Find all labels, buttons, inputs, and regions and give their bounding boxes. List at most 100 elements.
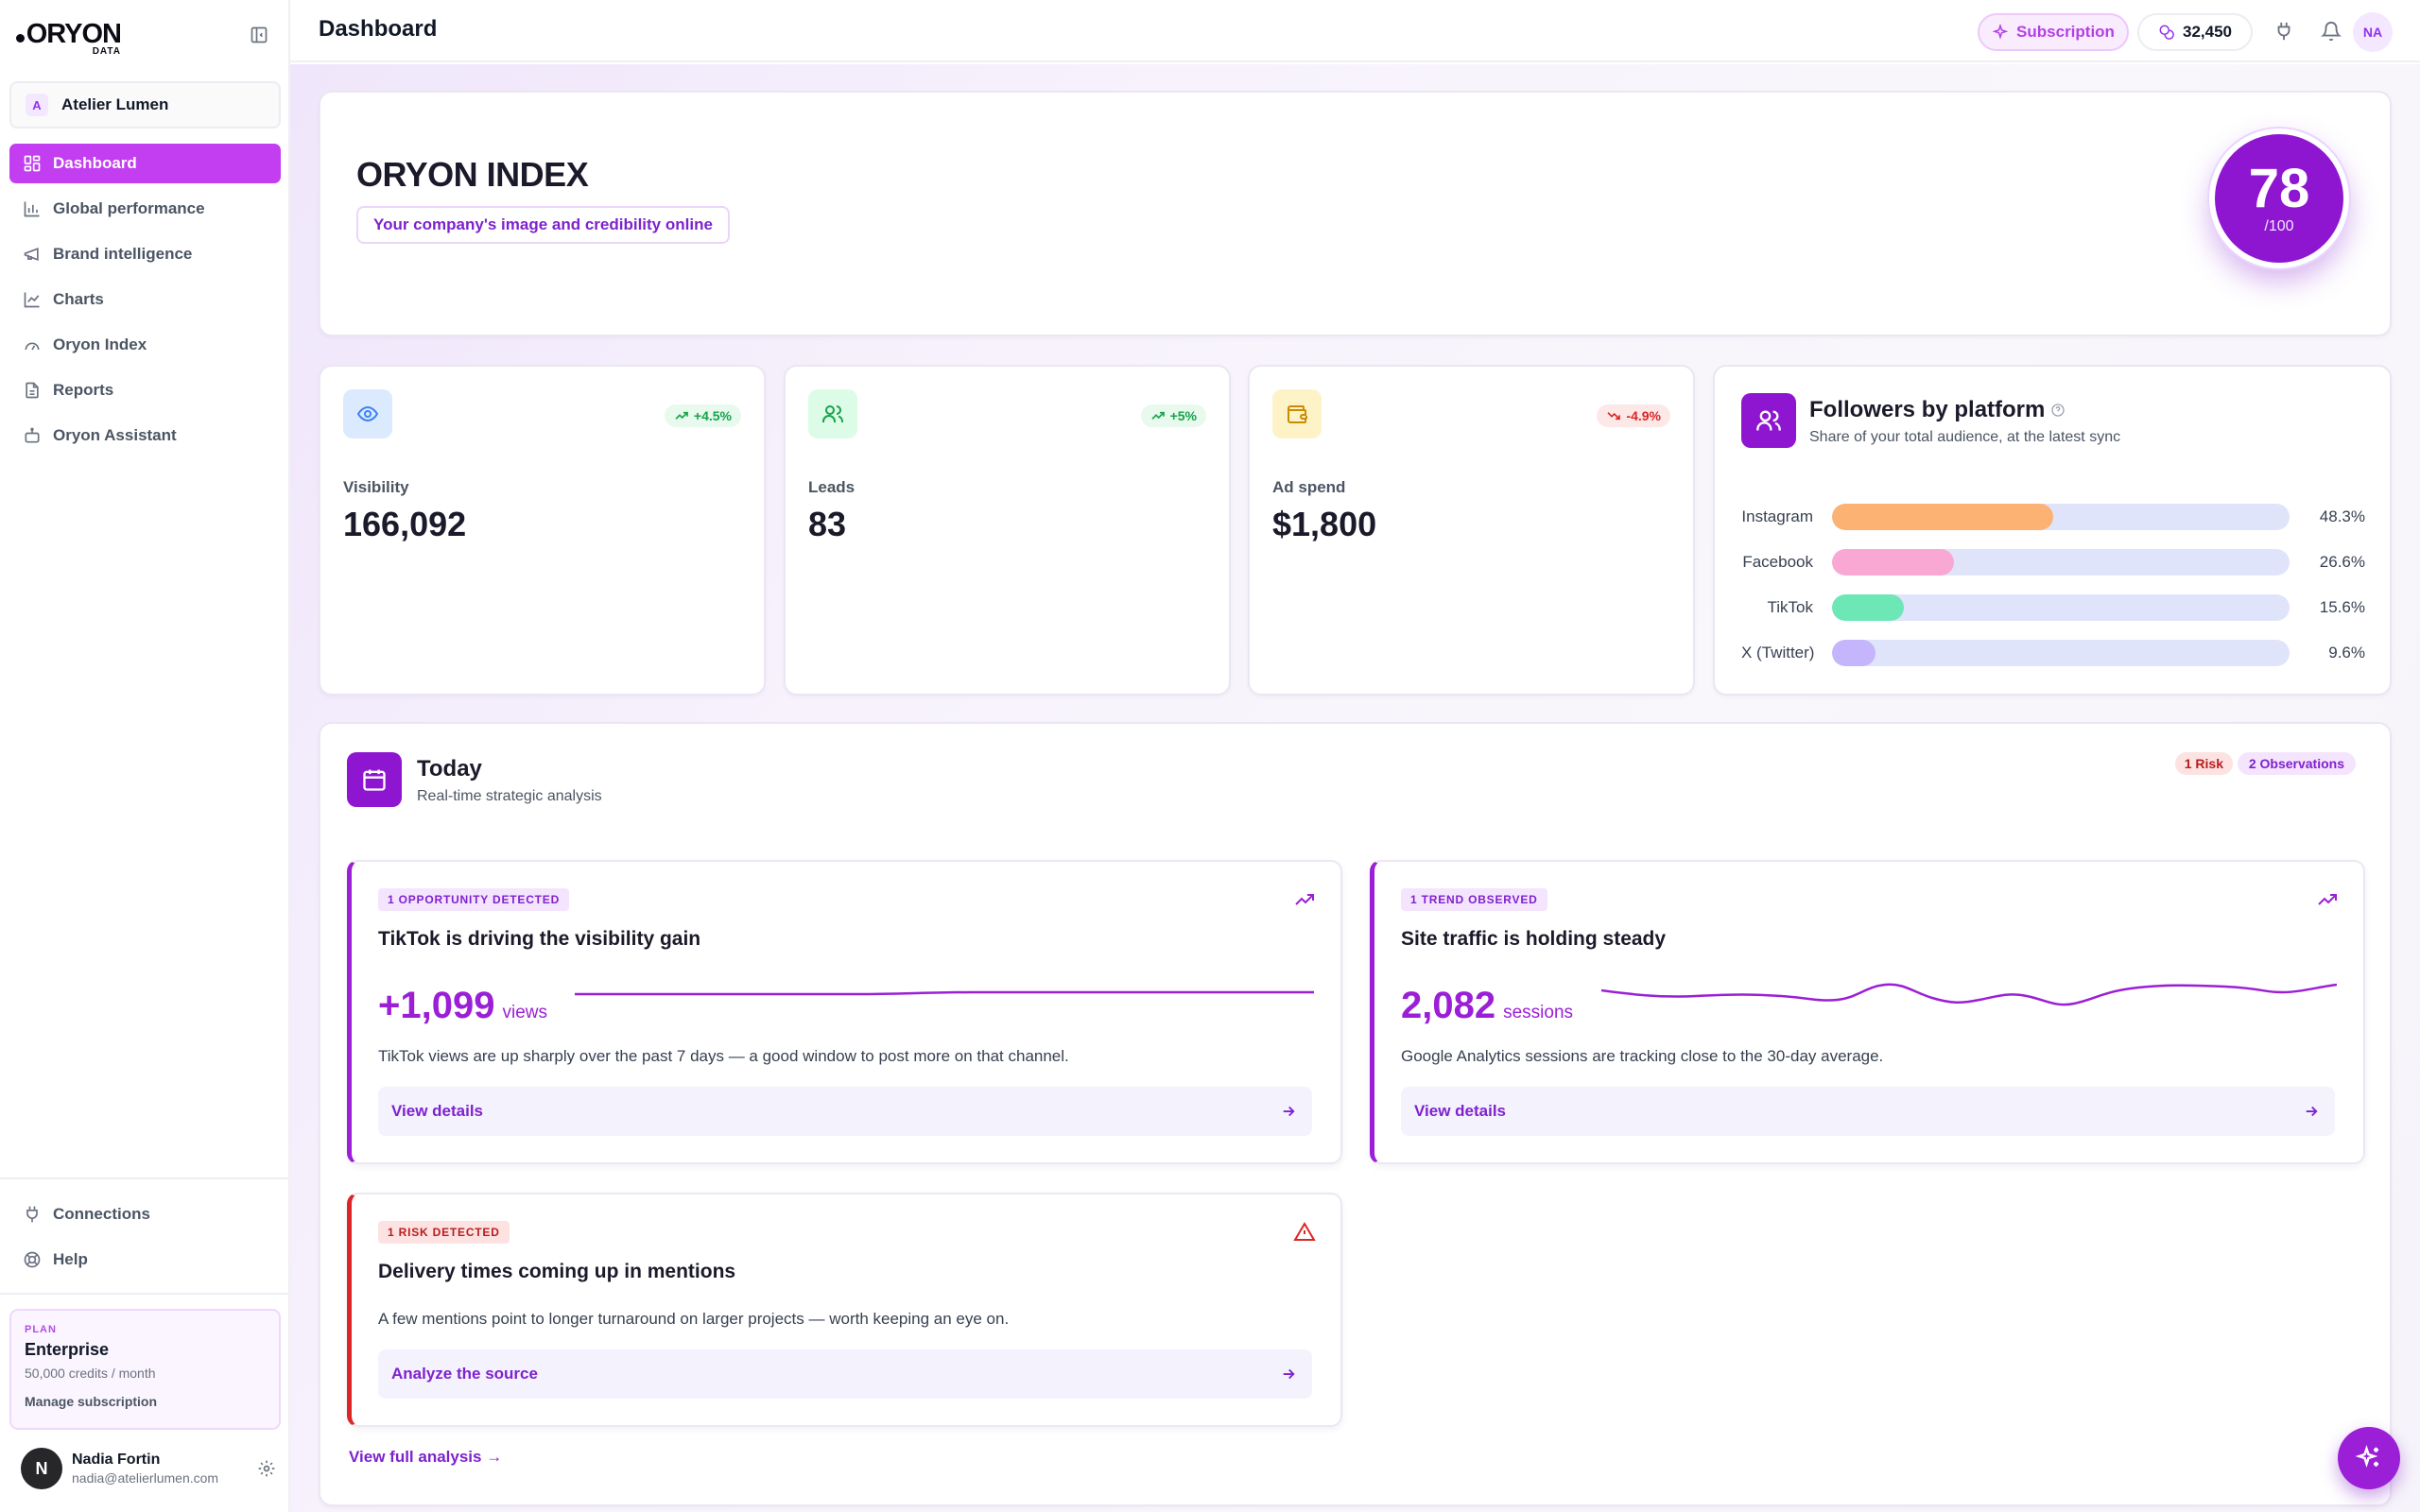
alert-triangle-icon xyxy=(1293,1221,1316,1244)
today-analysis-card: Today Real-time strategic analysis 1 Ris… xyxy=(319,722,2392,1506)
insight-metric: +1,099 views xyxy=(378,985,547,1027)
insight-description: TikTok views are up sharply over the pas… xyxy=(378,1047,1069,1065)
stat-label: Visibility xyxy=(343,478,409,496)
trending-up-icon xyxy=(2316,888,2339,911)
risk-count-badge[interactable]: 1 Risk xyxy=(2174,752,2233,775)
plug-icon xyxy=(23,1205,42,1224)
insight-card-risk: 1 RISK DETECTED Delivery times coming up… xyxy=(347,1193,1342,1427)
sidebar-divider xyxy=(0,1293,290,1295)
assistant-fab-button[interactable] xyxy=(2338,1427,2400,1489)
view-details-button[interactable]: View details xyxy=(378,1087,1312,1136)
platform-row: X (Twitter) 9.6% xyxy=(1741,639,2365,667)
stat-value: $1,800 xyxy=(1272,505,1377,543)
workspace-avatar: A xyxy=(26,94,48,116)
platform-name: Facebook xyxy=(1742,553,1813,571)
sidebar-item-oryon-assistant[interactable]: Oryon Assistant xyxy=(9,416,281,455)
insight-kicker: 1 TREND OBSERVED xyxy=(1401,888,1547,911)
platform-share: 9.6% xyxy=(2328,644,2365,662)
sidebar-item-label: Oryon Assistant xyxy=(53,426,177,444)
insight-metric: 2,082 sessions xyxy=(1401,985,1573,1027)
insight-description: Google Analytics sessions are tracking c… xyxy=(1401,1047,1884,1065)
sidebar-item-label: Reports xyxy=(53,381,114,399)
main-content: ORYON INDEX Your company's image and cre… xyxy=(290,64,2420,1512)
view-full-analysis-link[interactable]: View full analysis → xyxy=(349,1448,503,1466)
sidebar-collapse-icon[interactable] xyxy=(250,26,268,44)
arrow-right-icon xyxy=(1280,1103,1297,1120)
sparkle-icon xyxy=(2355,1444,2383,1472)
insight-title: TikTok is driving the visibility gain xyxy=(378,928,701,950)
gear-icon[interactable] xyxy=(257,1459,276,1478)
avatar[interactable]: NA xyxy=(2353,12,2393,52)
sidebar-item-dashboard[interactable]: Dashboard xyxy=(9,144,281,183)
oryon-logo[interactable]: ORYON DATA xyxy=(15,19,122,57)
insight-title: Delivery times coming up in mentions xyxy=(378,1261,736,1282)
credits-badge[interactable]: 32,450 xyxy=(2137,13,2253,51)
trend-badge: +4.5% xyxy=(664,404,741,427)
insight-card-trend: 1 TREND OBSERVED Site traffic is holding… xyxy=(1370,860,2365,1164)
workspace-name: Atelier Lumen xyxy=(61,95,169,113)
bell-icon[interactable] xyxy=(2321,21,2342,42)
observations-count-badge[interactable]: 2 Observations xyxy=(2237,752,2356,775)
button-label: Analyze the source xyxy=(391,1365,538,1383)
sparkline xyxy=(1601,983,2337,1006)
platform-row: TikTok 15.6% xyxy=(1741,593,2365,622)
workspace-switcher[interactable]: A Atelier Lumen xyxy=(9,81,281,129)
manage-subscription-link[interactable]: Manage subscription xyxy=(25,1394,158,1409)
users-icon xyxy=(1741,393,1796,448)
sidebar-item-label: Oryon Index xyxy=(53,335,147,353)
followers-by-platform-card: Followers by platform Share of your tota… xyxy=(1713,365,2392,696)
view-details-button[interactable]: View details xyxy=(1401,1087,2335,1136)
analyze-source-button[interactable]: Analyze the source xyxy=(378,1349,1312,1399)
gauge-icon xyxy=(23,335,42,354)
stat-label: Leads xyxy=(808,478,856,496)
sidebar: ORYON DATA A Atelier Lumen Dashboard Glo… xyxy=(0,0,290,1512)
sidebar-item-charts[interactable]: Charts xyxy=(9,280,281,319)
help-circle-icon[interactable] xyxy=(2045,403,2066,418)
sidebar-item-reports[interactable]: Reports xyxy=(9,370,281,410)
sparkline xyxy=(575,990,1314,996)
hero-title: ORYON INDEX xyxy=(356,155,589,194)
oryon-index-card: ORYON INDEX Your company's image and cre… xyxy=(319,91,2392,336)
logo-word: ORYON xyxy=(26,19,122,49)
stat-card-visibility: +4.5% Visibility 166,092 xyxy=(319,365,766,696)
user-profile[interactable]: N Nadia Fortin nadia@atelierlumen.com xyxy=(21,1446,276,1491)
sidebar-nav: Dashboard Global performance Brand intel… xyxy=(9,144,281,461)
sidebar-item-brand-intelligence[interactable]: Brand intelligence xyxy=(9,234,281,274)
trend-badge: -4.9% xyxy=(1597,404,1670,427)
sidebar-item-connections[interactable]: Connections xyxy=(9,1194,281,1234)
stat-value: 166,092 xyxy=(343,505,467,543)
users-icon xyxy=(808,389,857,438)
plan-card: PLAN Enterprise 50,000 credits / month M… xyxy=(9,1309,281,1430)
platform-name: Instagram xyxy=(1741,507,1813,525)
subscription-label: Subscription xyxy=(2016,23,2115,41)
stat-label: Ad spend xyxy=(1272,478,1346,496)
stat-card-ad-spend: -4.9% Ad spend $1,800 xyxy=(1248,365,1695,696)
bar-chart-icon xyxy=(23,199,42,218)
today-title: Today xyxy=(417,756,482,782)
platform-share: 26.6% xyxy=(2319,553,2365,571)
page-title: Dashboard xyxy=(319,16,438,42)
plug-icon[interactable] xyxy=(2273,21,2294,42)
user-email: nadia@atelierlumen.com xyxy=(72,1470,219,1486)
sidebar-item-global-performance[interactable]: Global performance xyxy=(9,189,281,229)
trend-down-icon xyxy=(1607,412,1621,421)
platform-bar-fill xyxy=(1832,504,2053,530)
eye-icon xyxy=(343,389,392,438)
sparkle-icon xyxy=(1992,24,2016,41)
sidebar-bottom-nav: Connections Help xyxy=(9,1194,281,1285)
credits-value: 32,450 xyxy=(2183,23,2232,41)
sidebar-item-help[interactable]: Help xyxy=(9,1240,281,1280)
platform-bar-fill xyxy=(1832,594,1904,621)
sidebar-item-label: Brand intelligence xyxy=(53,245,193,263)
platform-share: 48.3% xyxy=(2319,507,2365,525)
platform-bar-fill xyxy=(1832,640,1876,666)
trending-up-icon xyxy=(1293,888,1316,911)
subscription-button[interactable]: Subscription xyxy=(1978,13,2129,51)
avatar: N xyxy=(21,1448,62,1489)
sidebar-item-oryon-index[interactable]: Oryon Index xyxy=(9,325,281,365)
sidebar-item-label: Connections xyxy=(53,1205,150,1223)
platform-row: Instagram 48.3% xyxy=(1741,503,2365,531)
platform-name: X (Twitter) xyxy=(1741,644,1815,662)
followers-title-text: Followers by platform xyxy=(1809,397,2046,422)
trend-value: -4.9% xyxy=(1626,408,1661,423)
